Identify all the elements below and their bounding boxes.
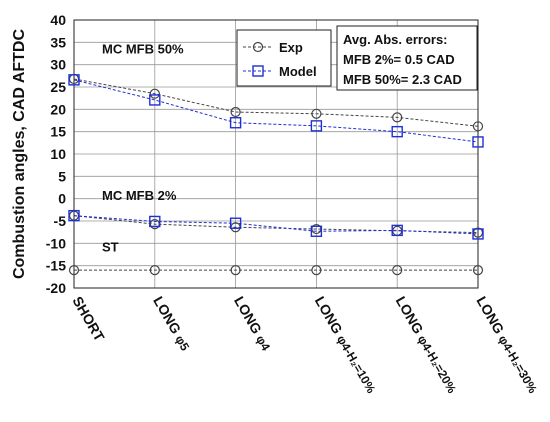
legend: Exp Model <box>236 29 332 87</box>
error-box: Avg. Abs. errors: MFB 2%= 0.5 CAD MFB 50%=… <box>336 25 478 91</box>
plot-frame <box>73 19 479 289</box>
y-tick-label: -10 <box>46 235 66 251</box>
x-category-label: LONG φ4 <box>231 294 275 354</box>
x-category-label: LONG φ4-H₂=10% <box>312 294 380 396</box>
series-line <box>73 215 479 235</box>
exp-point <box>392 112 403 123</box>
exp-point <box>149 265 160 276</box>
y-tick-label: -20 <box>46 280 66 296</box>
y-tick-label: -15 <box>46 258 66 274</box>
series-line <box>73 215 479 234</box>
group-annotation: MC MFB 50% <box>102 42 184 57</box>
y-tick-label: 15 <box>50 124 66 140</box>
error-box-line: Avg. Abs. errors: <box>343 32 448 47</box>
group-annotation: MC MFB 2% <box>102 188 177 203</box>
y-tick-label: 0 <box>58 191 66 207</box>
model-point <box>149 215 161 228</box>
error-box-line: MFB 50%= 2.3 CAD <box>343 72 462 87</box>
y-tick-label: 5 <box>58 168 66 184</box>
y-tick-label: 10 <box>50 146 66 162</box>
model-point <box>472 136 484 148</box>
exp-point <box>311 108 322 119</box>
exp-point <box>68 265 80 276</box>
exp-point <box>230 106 241 118</box>
model-point <box>391 125 403 138</box>
y-tick-label: 40 <box>50 12 66 28</box>
model-point <box>229 117 242 129</box>
error-box-line: MFB 2%= 0.5 CAD <box>343 52 455 67</box>
y-tick-label: -5 <box>54 213 67 229</box>
exp-point <box>472 121 484 132</box>
y-tick-label: 25 <box>50 79 66 95</box>
error-box-frame <box>336 25 478 91</box>
model-point <box>68 74 80 86</box>
x-category-label: LONG φ4-H₂=20% <box>393 294 461 396</box>
legend-label: Model <box>279 64 317 79</box>
legend-circle-marker <box>252 41 264 53</box>
exp-point <box>149 88 160 99</box>
series-line <box>73 79 479 143</box>
exp-point <box>392 265 403 276</box>
model-point <box>149 94 161 106</box>
model-point <box>391 224 403 237</box>
x-category-label: SHORT <box>69 294 108 345</box>
model-point <box>472 228 484 240</box>
model-point <box>68 209 80 222</box>
y-tick-label: 20 <box>50 101 66 117</box>
series-line <box>73 78 479 127</box>
x-category-label: LONG φ5 <box>150 294 194 354</box>
exp-point <box>311 265 322 276</box>
series-markers <box>68 73 484 276</box>
x-category-label: LONG φ4-H₂=30% <box>473 294 541 396</box>
legend-label: Exp <box>279 40 303 55</box>
legend-square-marker <box>252 65 264 77</box>
model-point <box>310 120 323 132</box>
annotations: MC MFB 50% MC MFB 2% ST <box>102 42 184 255</box>
y-axis-label: Combustion angles, CAD AFTDC <box>11 29 28 280</box>
series-lines <box>73 78 479 271</box>
group-annotation: ST <box>102 239 119 254</box>
model-point <box>310 225 323 237</box>
exp-point <box>230 265 241 276</box>
y-axis-ticks: -20 -15 -10 -5 0 5 10 15 20 25 30 35 40 <box>46 12 66 296</box>
y-tick-label: 30 <box>50 57 66 73</box>
exp-point <box>472 265 484 276</box>
model-point <box>229 217 242 229</box>
y-tick-label: 35 <box>50 34 66 50</box>
